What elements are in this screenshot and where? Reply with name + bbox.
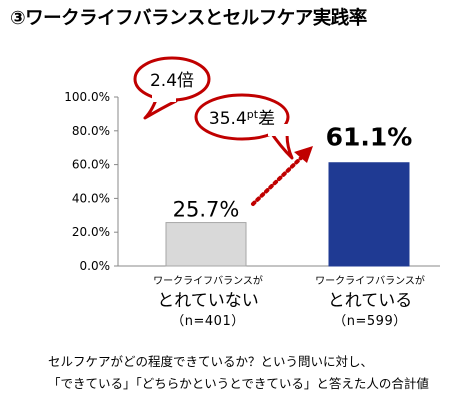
category-0-line1: ワークライフバランスが (153, 276, 263, 287)
bar-0 (165, 222, 247, 267)
y-tick-label: 20.0% (72, 225, 110, 239)
bar-1 (328, 162, 410, 267)
value-label-0: 25.7% (173, 198, 240, 222)
diff-bubble (194, 93, 290, 141)
chart-title: ③ワークライフバランスとセルフケア実践率 (10, 8, 367, 29)
bars: 25.7% 61.1% (165, 123, 413, 267)
growth-arrow-head (294, 146, 313, 163)
category-1-n: （n=599） (333, 314, 407, 329)
callouts: 2.4倍 35.4pt差 (133, 56, 313, 206)
category-0-line2: とれていない (157, 291, 259, 311)
category-1-line1: ワークライフバランスが (315, 276, 425, 287)
ratio-label: 2.4倍 (150, 71, 194, 91)
diff-bubble-mask (268, 124, 290, 136)
y-axis: 0.0% 20.0% 40.0% 60.0% 80.0% 100.0% (64, 90, 440, 273)
y-tick-label: 100.0% (64, 90, 110, 104)
footnote-line2: 「できている」「どちらかというとできている」と答えた人の合計値 (48, 376, 429, 391)
category-1-line2: とれている (327, 291, 413, 311)
ratio-bubble-mask (152, 92, 176, 102)
value-label-1: 61.1% (326, 123, 413, 152)
y-tick-label: 80.0% (72, 124, 110, 138)
footnote-line1: セルフケアがどの程度できているか？という問いに対し、 (48, 354, 374, 369)
y-tick-label: 40.0% (72, 191, 110, 205)
y-tick-label: 60.0% (72, 158, 110, 172)
category-0-n: （n=401） (171, 314, 245, 329)
diff-label: 35.4pt差 (209, 108, 275, 129)
growth-arrow (251, 154, 305, 206)
y-tick-label: 0.0% (80, 259, 111, 273)
